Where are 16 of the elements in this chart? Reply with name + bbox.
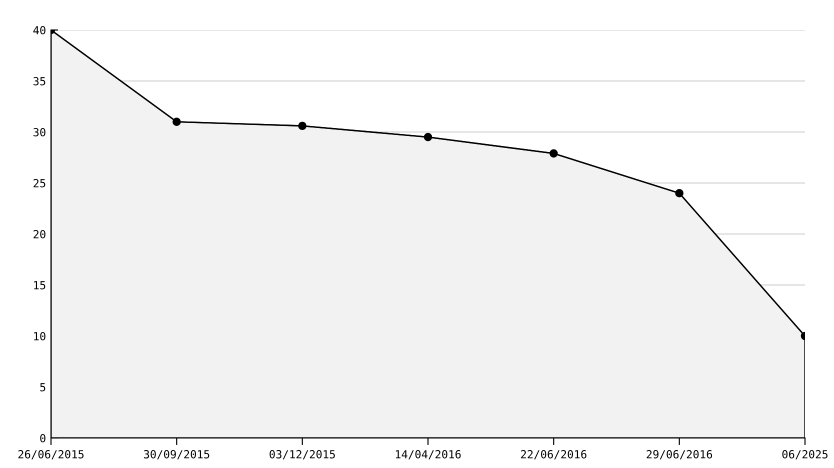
y-tick-label: 20 <box>34 230 46 238</box>
x-tick-label: 26/06/2015 <box>18 450 84 460</box>
x-tick-label: 03/12/2015 <box>270 450 335 460</box>
y-tick-label: 35 <box>34 77 46 86</box>
x-tick-label: 22/06/2016 <box>521 450 586 460</box>
x-tick-label: 30/09/2015 <box>144 450 210 460</box>
y-tick-label: 10 <box>34 332 46 340</box>
x-tick-label: 06/2025 <box>782 450 828 460</box>
y-tick-label: 30 <box>34 128 46 136</box>
x-tick-label: 14/04/2016 <box>396 450 461 460</box>
y-tick-label: 5 <box>40 383 46 392</box>
y-tick-label: 40 <box>33 26 46 34</box>
x-tick-label: 29/06/2016 <box>646 450 712 460</box>
y-tick-label: 25 <box>34 179 46 188</box>
y-tick-label: 0 <box>40 434 46 442</box>
y-tick-label: 15 <box>34 281 46 290</box>
